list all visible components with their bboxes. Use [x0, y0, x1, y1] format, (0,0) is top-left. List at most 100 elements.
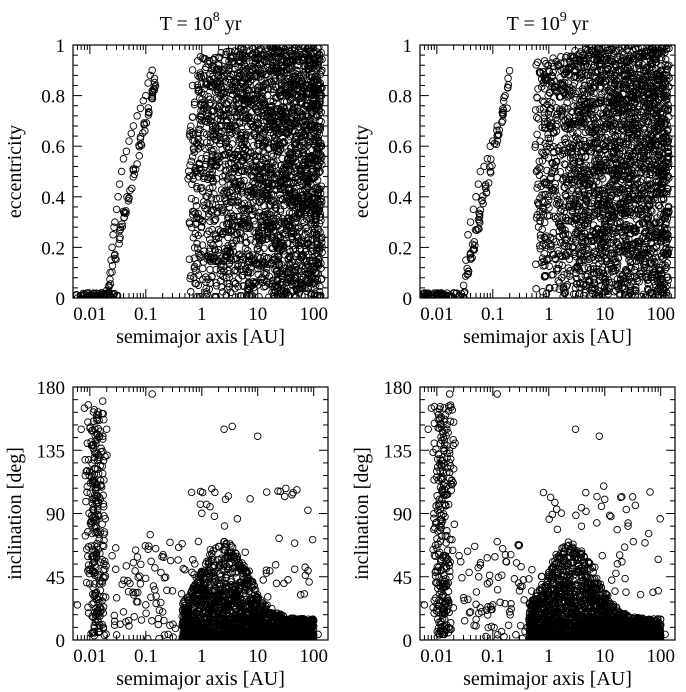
data-point — [304, 54, 313, 63]
data-point — [265, 201, 274, 209]
y-tick-label: 0.6 — [388, 137, 412, 158]
data-point — [316, 291, 325, 298]
data-point — [209, 56, 217, 64]
data-point — [222, 151, 230, 159]
data-point — [118, 222, 127, 231]
data-point — [459, 281, 468, 290]
data-point — [434, 290, 443, 298]
data-point — [247, 171, 255, 180]
data-point — [277, 88, 285, 96]
data-point — [546, 143, 554, 152]
data-point — [613, 109, 621, 117]
data-point — [300, 231, 309, 239]
data-point — [540, 180, 549, 188]
data-point — [304, 268, 313, 277]
data-point — [649, 145, 657, 153]
data-point — [268, 288, 276, 297]
data-point — [297, 118, 305, 126]
data-point — [197, 253, 205, 261]
data-point — [313, 291, 321, 298]
data-point — [212, 235, 221, 243]
data-point — [248, 108, 256, 116]
data-point — [244, 268, 253, 277]
data-point — [274, 252, 283, 261]
data-point — [550, 212, 558, 221]
data-point — [208, 253, 216, 262]
data-point — [244, 246, 252, 255]
data-point — [271, 204, 280, 212]
data-point — [299, 191, 307, 199]
data-point — [278, 154, 286, 163]
data-point — [298, 191, 307, 200]
data-point — [538, 207, 547, 216]
data-point — [254, 121, 262, 129]
data-point — [538, 287, 547, 296]
data-point — [238, 141, 246, 149]
data-point — [317, 117, 325, 126]
data-point — [298, 55, 307, 63]
data-point — [279, 176, 287, 184]
data-point — [303, 101, 311, 110]
data-point — [266, 225, 275, 233]
data-point — [314, 102, 322, 110]
data-point — [226, 188, 234, 197]
data-point — [654, 154, 662, 162]
data-point — [576, 49, 584, 57]
x-tick-label: 100 — [299, 304, 328, 325]
data-point — [219, 227, 228, 236]
data-point — [276, 194, 285, 203]
data-point — [474, 180, 483, 188]
data-point — [644, 213, 652, 221]
data-point — [282, 125, 290, 134]
data-point — [241, 62, 250, 71]
data-point — [266, 49, 275, 57]
data-point — [565, 272, 574, 280]
data-point — [184, 167, 193, 175]
data-point — [313, 260, 321, 269]
data-point — [285, 265, 293, 273]
data-point — [216, 140, 224, 148]
data-point — [282, 193, 291, 202]
data-point — [249, 122, 257, 131]
data-point — [304, 175, 313, 184]
data-point — [100, 294, 108, 298]
data-point — [287, 61, 296, 69]
data-point — [106, 275, 114, 284]
data-point — [282, 197, 291, 205]
data-point — [246, 77, 255, 85]
data-point — [255, 208, 264, 217]
data-point — [187, 157, 196, 166]
data-point — [275, 259, 283, 268]
data-point — [246, 72, 255, 80]
data-point — [238, 107, 246, 116]
data-point — [209, 205, 218, 214]
data-point — [197, 166, 205, 174]
data-point — [189, 136, 197, 145]
data-point — [265, 123, 274, 131]
data-point — [253, 246, 262, 254]
data-point — [100, 289, 108, 298]
data-point — [191, 229, 200, 238]
data-point — [189, 233, 198, 242]
data-point — [651, 45, 659, 51]
data-point — [609, 124, 617, 133]
data-point — [553, 266, 561, 275]
data-point — [576, 95, 584, 104]
data-point — [220, 88, 229, 96]
data-point — [121, 208, 129, 217]
data-point — [640, 98, 649, 107]
data-point — [270, 288, 278, 297]
data-point — [211, 293, 220, 298]
data-point — [586, 77, 594, 85]
data-point — [571, 284, 580, 292]
data-point — [460, 293, 468, 298]
data-point — [250, 141, 258, 150]
y-tick-label: 0.4 — [388, 188, 412, 209]
data-point — [256, 133, 265, 141]
data-point — [267, 158, 275, 167]
data-point — [115, 235, 124, 243]
data-point — [309, 266, 318, 274]
data-point — [648, 150, 657, 158]
data-point — [645, 151, 653, 160]
